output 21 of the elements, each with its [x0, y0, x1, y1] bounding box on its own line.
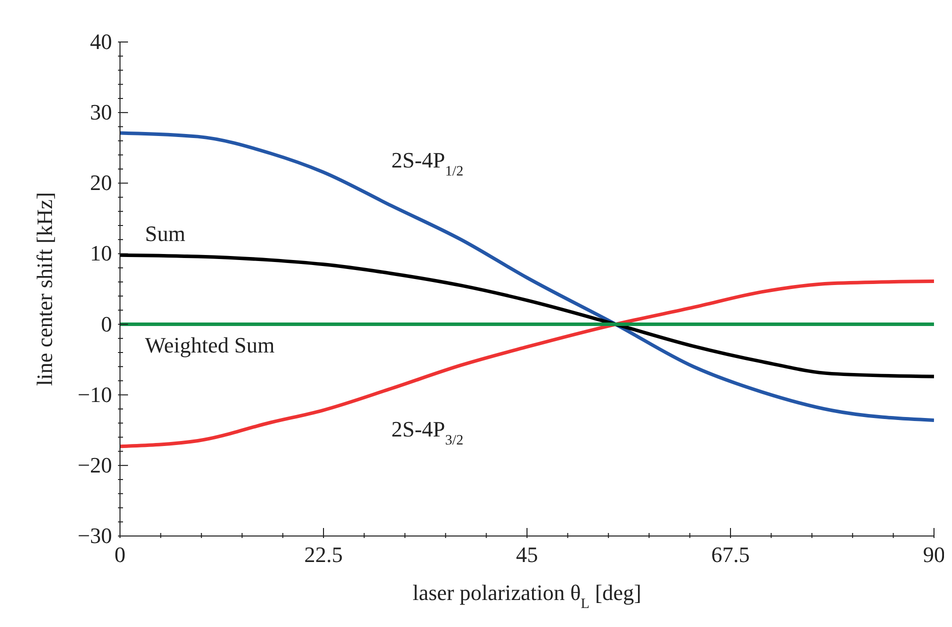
y-tick-label: 30	[90, 100, 112, 125]
y-tick-label: −10	[78, 382, 112, 407]
y-tick-label: 0	[101, 311, 112, 336]
y-tick-label: 10	[90, 240, 112, 266]
x-tick-label: 22.5	[304, 542, 343, 567]
x-tick-label: 45	[516, 542, 538, 567]
series-label: Sum	[145, 221, 186, 246]
y-tick-label: −30	[78, 523, 112, 548]
series-label: Weighted Sum	[145, 332, 275, 358]
x-tick-label: 67.5	[711, 542, 750, 567]
line-series	[120, 131, 934, 422]
line-series	[120, 253, 934, 378]
y-tick-label: −20	[78, 452, 112, 478]
x-tick-label: 90	[923, 542, 945, 567]
y-axis-title: line center shift [kHz]	[32, 192, 57, 386]
series-label: 2S-4P$_{3/2}$	[391, 416, 464, 449]
y-tick-label: 40	[90, 29, 112, 54]
line-series	[120, 279, 934, 448]
series-label: 2S-4P$_{1/2}$	[391, 148, 464, 180]
x-axis-title: laser polarization θ$_{L}$ [deg]	[412, 580, 642, 612]
y-tick-label: 20	[90, 170, 112, 196]
